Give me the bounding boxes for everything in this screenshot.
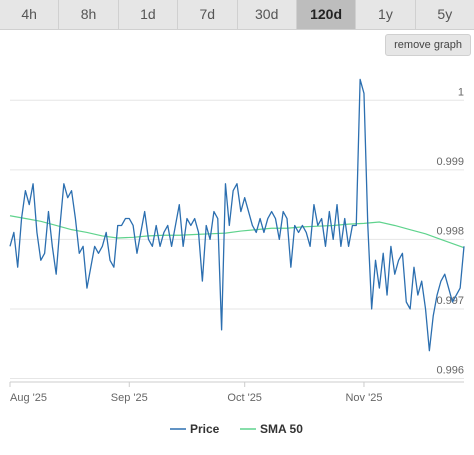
legend: Price SMA 50: [170, 422, 303, 436]
x-tick-label: Sep '25: [111, 392, 148, 404]
tab-8h[interactable]: 8h: [59, 0, 119, 29]
tab-5y[interactable]: 5y: [437, 6, 453, 22]
legend-label-price: Price: [190, 422, 220, 436]
series-line-price: [9, 78, 465, 352]
timeframe-tabs: 4h 8h 1d 7d 30d 120d 1y 5y: [0, 0, 474, 30]
legend-item-price[interactable]: Price: [170, 422, 220, 436]
grid-lines: [10, 99, 464, 380]
y-tick-label: 1: [458, 86, 464, 98]
series-line-sma: [9, 215, 465, 249]
x-tick-label: Oct '25: [227, 392, 262, 404]
y-tick-label: 0.999: [436, 156, 464, 168]
y-tick-label: 0.998: [436, 225, 464, 237]
y-axis-labels: 0.996 0.997 0.998 0.999 1: [436, 86, 464, 376]
tab-7d[interactable]: 7d: [178, 0, 238, 29]
series: [9, 78, 465, 352]
legend-item-sma[interactable]: SMA 50: [240, 422, 303, 436]
tab-1y[interactable]: 1y: [356, 0, 416, 29]
x-tick-label: Aug '25: [10, 392, 47, 404]
tab-4h[interactable]: 4h: [0, 0, 60, 29]
x-tick-label: Nov '25: [345, 392, 382, 404]
tab-30d[interactable]: 30d: [238, 0, 297, 29]
y-tick-label: 0.997: [436, 295, 464, 307]
remove-graph-button[interactable]: remove graph: [385, 34, 471, 56]
x-axis-labels: Aug '25 Sep '25 Oct '25 Nov '25: [9, 382, 382, 404]
tab-120d[interactable]: 120d: [296, 0, 357, 29]
legend-label-sma: SMA 50: [260, 422, 303, 436]
y-tick-label: 0.996: [436, 365, 464, 377]
tab-1d[interactable]: 1d: [119, 0, 179, 29]
